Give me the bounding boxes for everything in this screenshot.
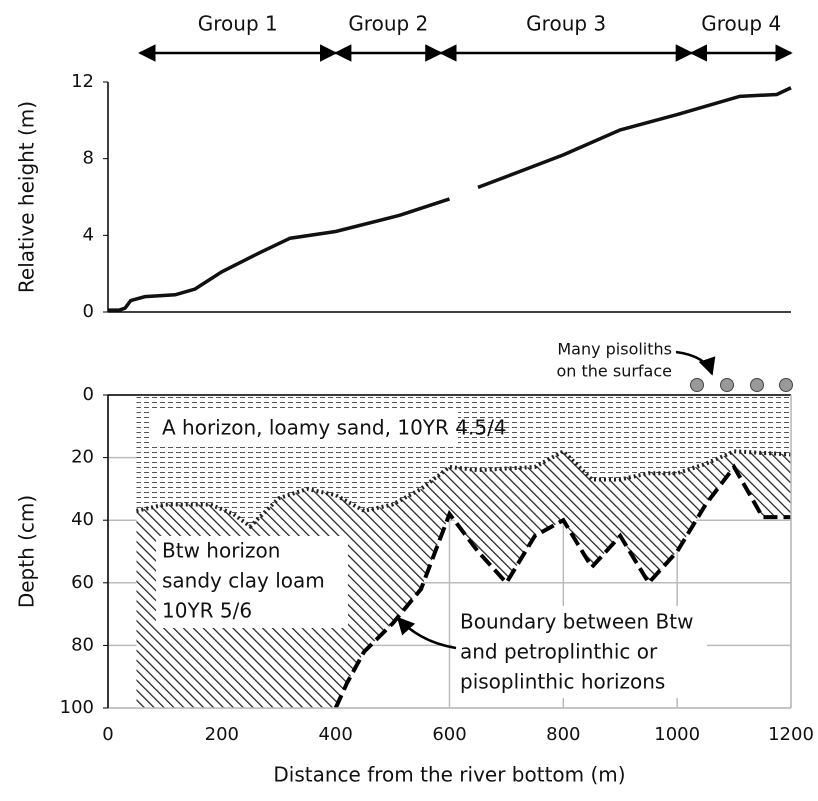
x-tick-label: 800	[546, 724, 580, 745]
boundary-label: and petroplinthic or	[460, 640, 658, 664]
y-tick-label: 0	[83, 301, 94, 322]
pisoliths-label: Many pisoliths	[557, 340, 672, 359]
x-axis-label: Distance from the river bottom (m)	[273, 763, 625, 787]
pisolith	[750, 378, 764, 392]
btw-label: 10YR 5/6	[162, 599, 252, 623]
y-axis-label: Depth (cm)	[15, 495, 39, 608]
btw-label: sandy clay loam	[162, 569, 325, 593]
height-profile	[108, 86, 792, 312]
pisolith	[779, 378, 793, 392]
y-tick-label: 100	[60, 697, 94, 718]
y-tick-label: 20	[71, 447, 94, 468]
btw-label: Btw horizon	[162, 539, 280, 563]
label-bg	[156, 536, 348, 628]
btw-horizon-area	[136, 451, 792, 708]
label-bg	[152, 412, 458, 444]
y-tick-label: 80	[71, 634, 94, 655]
group-label: Group 4	[701, 12, 781, 36]
boundary-arrow	[396, 616, 457, 650]
pisoliths-arrow	[675, 350, 716, 376]
y-tick-label: 0	[83, 384, 94, 405]
x-tick-label: 200	[205, 724, 239, 745]
x-tick-label: 0	[102, 724, 113, 745]
x-tick-label: 400	[318, 724, 352, 745]
x-tick-label: 1000	[654, 724, 700, 745]
pisolith	[690, 378, 704, 392]
group-label: Group 3	[526, 12, 606, 36]
x-tick-label: 1200	[768, 724, 814, 745]
a-horizon-boundary	[136, 448, 792, 530]
group-label: Group 2	[348, 12, 428, 36]
label-bg	[452, 606, 707, 698]
boundary-label: Boundary between Btw	[460, 610, 693, 634]
y-tick-label: 4	[83, 224, 94, 245]
boundary-label: pisoplinthic horizons	[460, 670, 665, 694]
x-tick-label: 600	[432, 724, 466, 745]
group-label: Group 1	[198, 12, 278, 36]
btw-boundary	[333, 463, 791, 709]
y-tick-label: 8	[83, 148, 94, 169]
y-tick-label: 12	[71, 71, 94, 92]
y-tick-label: 60	[71, 572, 94, 593]
y-axis-label: Relative height (m)	[15, 101, 39, 293]
pisolith	[720, 378, 734, 392]
a-horizon-label: A horizon, loamy sand, 10YR 4.5/4	[162, 416, 507, 440]
pisoliths-label: on the surface	[557, 362, 673, 381]
y-tick-label: 40	[71, 509, 94, 530]
